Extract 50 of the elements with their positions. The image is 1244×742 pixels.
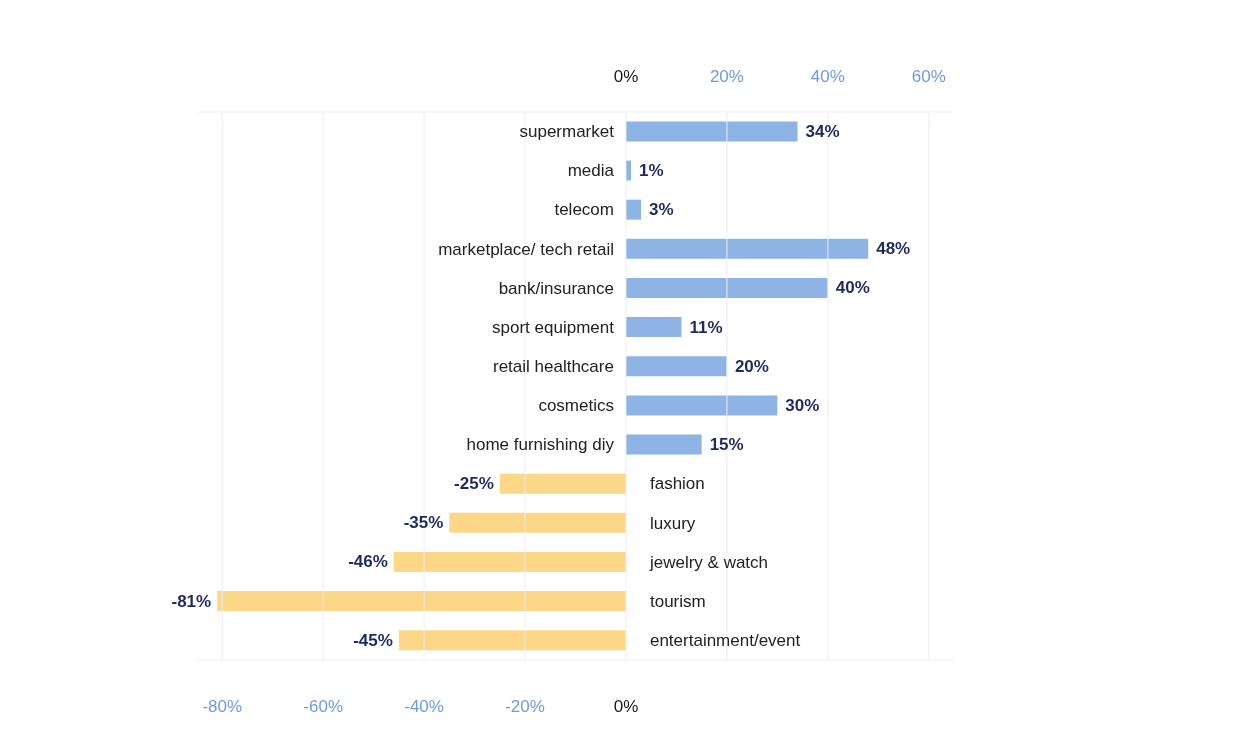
bar [499, 473, 626, 494]
data-label: 48% [876, 239, 911, 259]
y-tick-label: retail healthcare [493, 356, 614, 376]
y-tick-label: luxury [649, 513, 696, 533]
x2-tick-label: 60% [911, 66, 946, 86]
y-tick-label: tourism [649, 591, 706, 611]
data-label: 34% [805, 121, 840, 141]
bar [625, 121, 798, 142]
bar [217, 591, 626, 612]
data-label: -46% [348, 552, 388, 572]
data-label: -45% [353, 630, 393, 650]
y-tick-label: home furnishing diy [466, 435, 615, 455]
data-label: 11% [689, 317, 723, 337]
bar [449, 512, 626, 533]
y-tick-label: supermarket [519, 122, 615, 142]
y-tick-label: media [567, 161, 615, 181]
bar [398, 630, 626, 651]
x-tick-label: -80% [202, 696, 243, 716]
data-label: 15% [709, 435, 744, 455]
x-tick-label: -60% [303, 696, 344, 716]
x-tick-label: 0% [613, 696, 639, 716]
x2-tick-label: 40% [810, 66, 845, 86]
data-label: 1% [639, 161, 664, 181]
bar [393, 551, 626, 572]
x2-tick-label: 20% [709, 66, 744, 86]
y-tick-label: sport equipment [492, 317, 615, 337]
x2-tick-label: 0% [613, 66, 639, 86]
data-label: 40% [835, 278, 870, 298]
y-tick-label: fashion [649, 474, 705, 494]
bar [625, 395, 778, 416]
bar [625, 238, 869, 259]
y-tick-label: marketplace/ tech retail [438, 239, 614, 259]
y-tick-label: bank/insurance [498, 278, 614, 298]
bar [625, 277, 828, 298]
data-label: 30% [785, 395, 820, 415]
data-label: -35% [403, 513, 444, 533]
bar [625, 317, 682, 338]
bar [625, 356, 727, 377]
y-tick-label: jewelry & watch [648, 552, 769, 572]
y-tick-label: entertainment/event [649, 630, 801, 650]
y-tick-label: cosmetics [538, 396, 614, 416]
x-tick-label: -40% [404, 696, 444, 716]
data-label: -25% [454, 474, 494, 494]
bar [625, 199, 642, 220]
bar [625, 434, 702, 455]
x-tick-label: -20% [505, 696, 545, 716]
data-label: -81% [171, 591, 212, 611]
data-label: 3% [649, 200, 674, 220]
data-label: 20% [734, 356, 769, 376]
y-tick-label: telecom [554, 200, 614, 220]
